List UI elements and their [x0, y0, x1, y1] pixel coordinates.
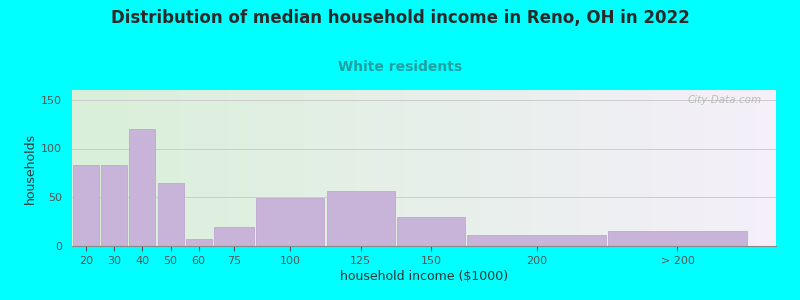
Bar	[467, 235, 606, 246]
Text: Distribution of median household income in Reno, OH in 2022: Distribution of median household income …	[110, 9, 690, 27]
X-axis label: household income ($1000): household income ($1000)	[340, 270, 508, 283]
Bar	[186, 239, 212, 246]
Bar	[102, 165, 127, 246]
Text: City-Data.com: City-Data.com	[688, 95, 762, 105]
Y-axis label: households: households	[24, 132, 37, 204]
Bar	[158, 183, 183, 246]
Bar	[326, 191, 394, 246]
Bar	[397, 217, 465, 246]
Text: White residents: White residents	[338, 60, 462, 74]
Bar	[73, 165, 99, 246]
Bar	[608, 231, 746, 246]
Bar	[256, 198, 324, 246]
Bar	[130, 129, 155, 246]
Bar	[214, 227, 254, 246]
